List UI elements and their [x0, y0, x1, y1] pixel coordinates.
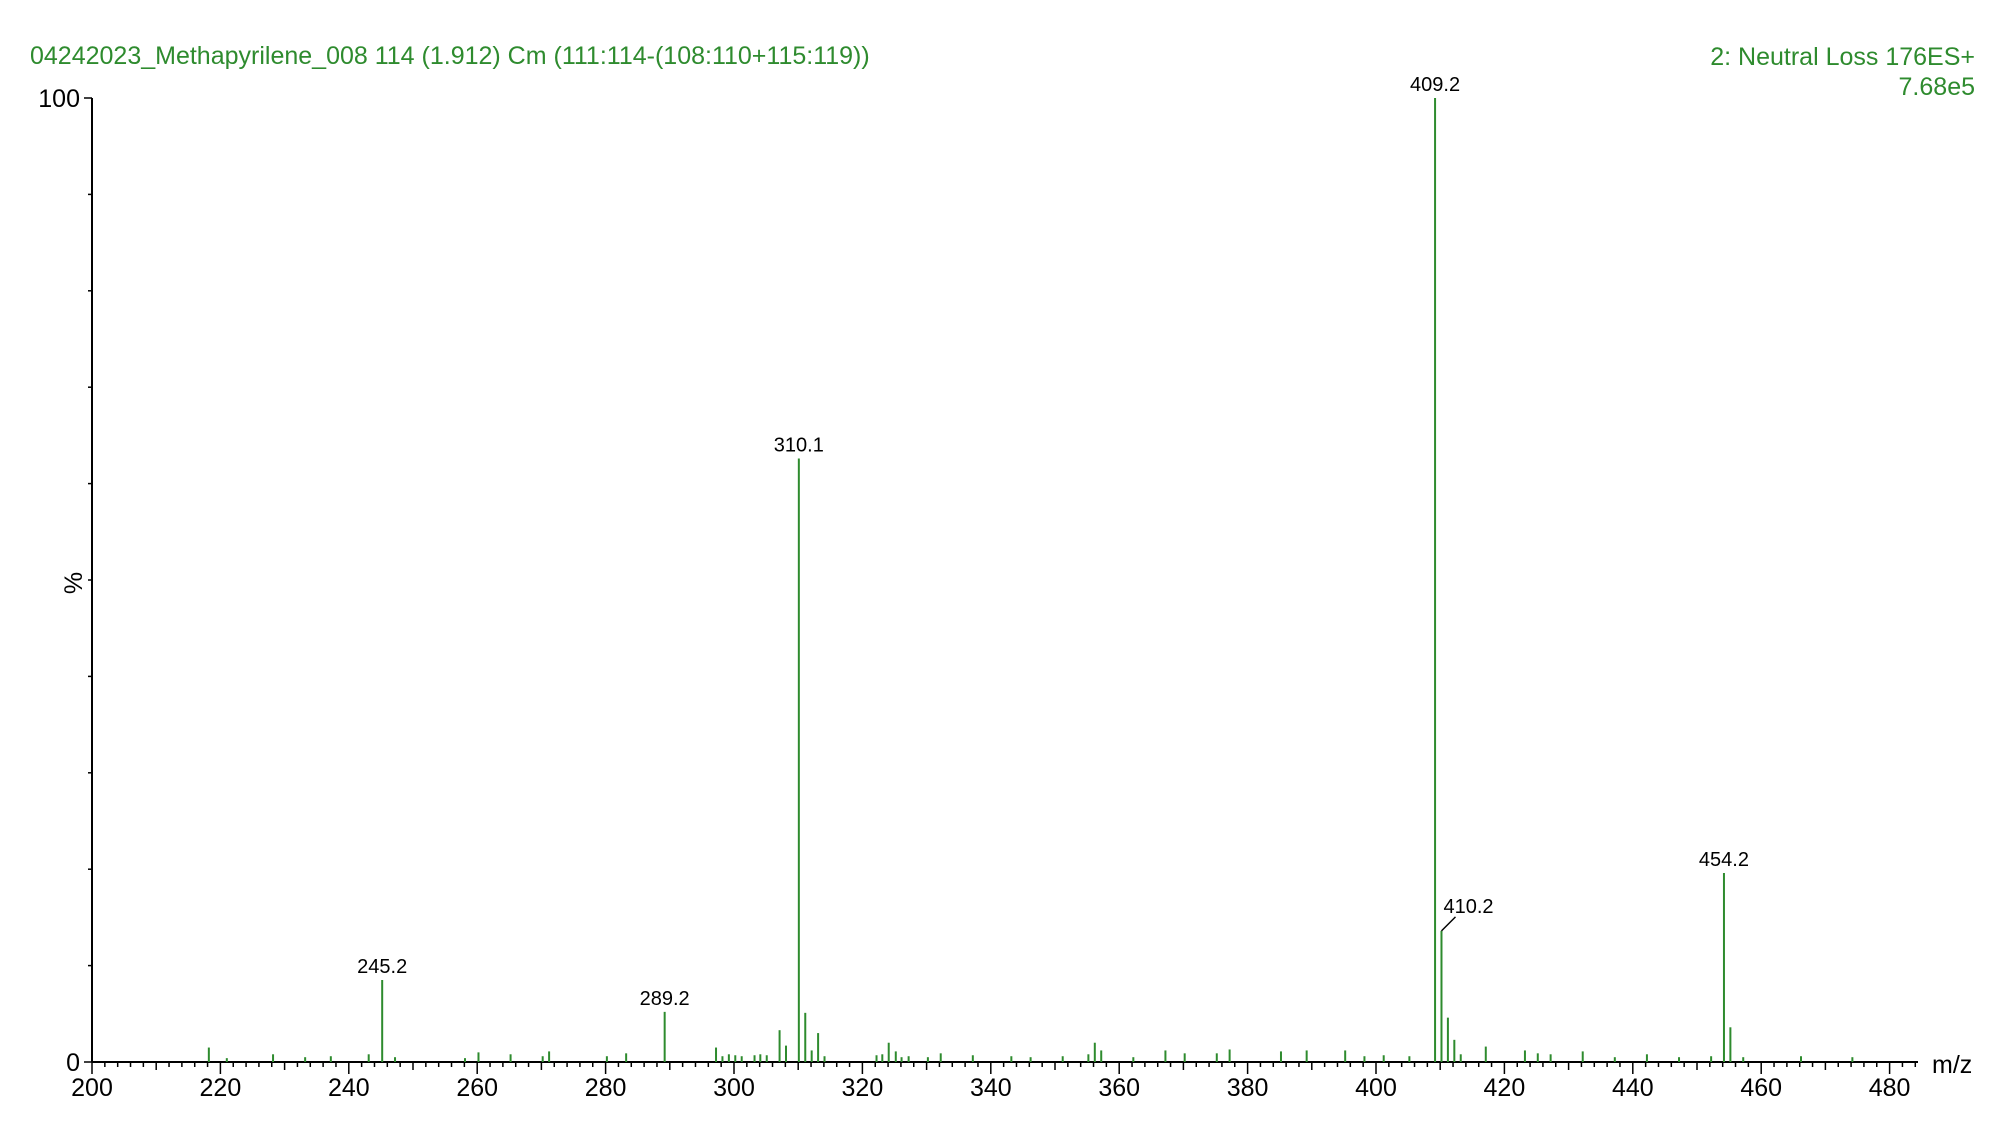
- x-tick-label: 460: [1740, 1074, 1782, 1102]
- axes: m/z %: [60, 98, 1972, 1079]
- peak-label: 245.2: [357, 956, 407, 978]
- x-tick-label: 360: [1098, 1074, 1140, 1102]
- spectrum-title: 04242023_Methapyrilene_008 114 (1.912) C…: [30, 42, 870, 70]
- peak-label: 289.2: [640, 988, 690, 1010]
- y-tick-label: 100: [38, 85, 80, 113]
- peak-label: 410.2: [1443, 896, 1493, 918]
- peak-label: 409.2: [1410, 74, 1460, 96]
- x-tick-label: 440: [1612, 1074, 1654, 1102]
- x-tick-label: 380: [1227, 1074, 1269, 1102]
- x-tick-label: 400: [1355, 1074, 1397, 1102]
- x-tick-label: 320: [842, 1074, 884, 1102]
- y-axis-label: %: [60, 572, 88, 594]
- y-tick-label: 0: [66, 1049, 80, 1077]
- x-tick-label: 280: [585, 1074, 627, 1102]
- peak-labels: 245.2 289.2 310.1 409.2 410.2 454.2: [357, 74, 1749, 1010]
- x-tick-label: 200: [71, 1074, 113, 1102]
- peaks: [207, 98, 1854, 1062]
- x-axis-label: m/z: [1932, 1051, 1972, 1079]
- x-tick-label: 480: [1869, 1074, 1911, 1102]
- scan-info: 2: Neutral Loss 176ES+ 7.68e5: [1710, 42, 1975, 102]
- x-tick-label: 300: [713, 1074, 755, 1102]
- peak-label-leader: [1440, 916, 1457, 932]
- peak-label: 454.2: [1699, 849, 1749, 871]
- peak-label: 310.1: [774, 435, 824, 457]
- x-tick-label: 220: [200, 1074, 242, 1102]
- x-tick-label: 240: [328, 1074, 370, 1102]
- x-tick-label: 420: [1484, 1074, 1526, 1102]
- x-tick-label: 340: [970, 1074, 1012, 1102]
- x-tick-label: 260: [456, 1074, 498, 1102]
- scan-function-label: 2: Neutral Loss 176ES+: [1710, 43, 1975, 71]
- axis-ticks: 200 220 240 260 280 300 320 340 360 380 400 420 440 4…: [38, 85, 1917, 1102]
- base-peak-intensity: 7.68e5: [1898, 73, 1975, 101]
